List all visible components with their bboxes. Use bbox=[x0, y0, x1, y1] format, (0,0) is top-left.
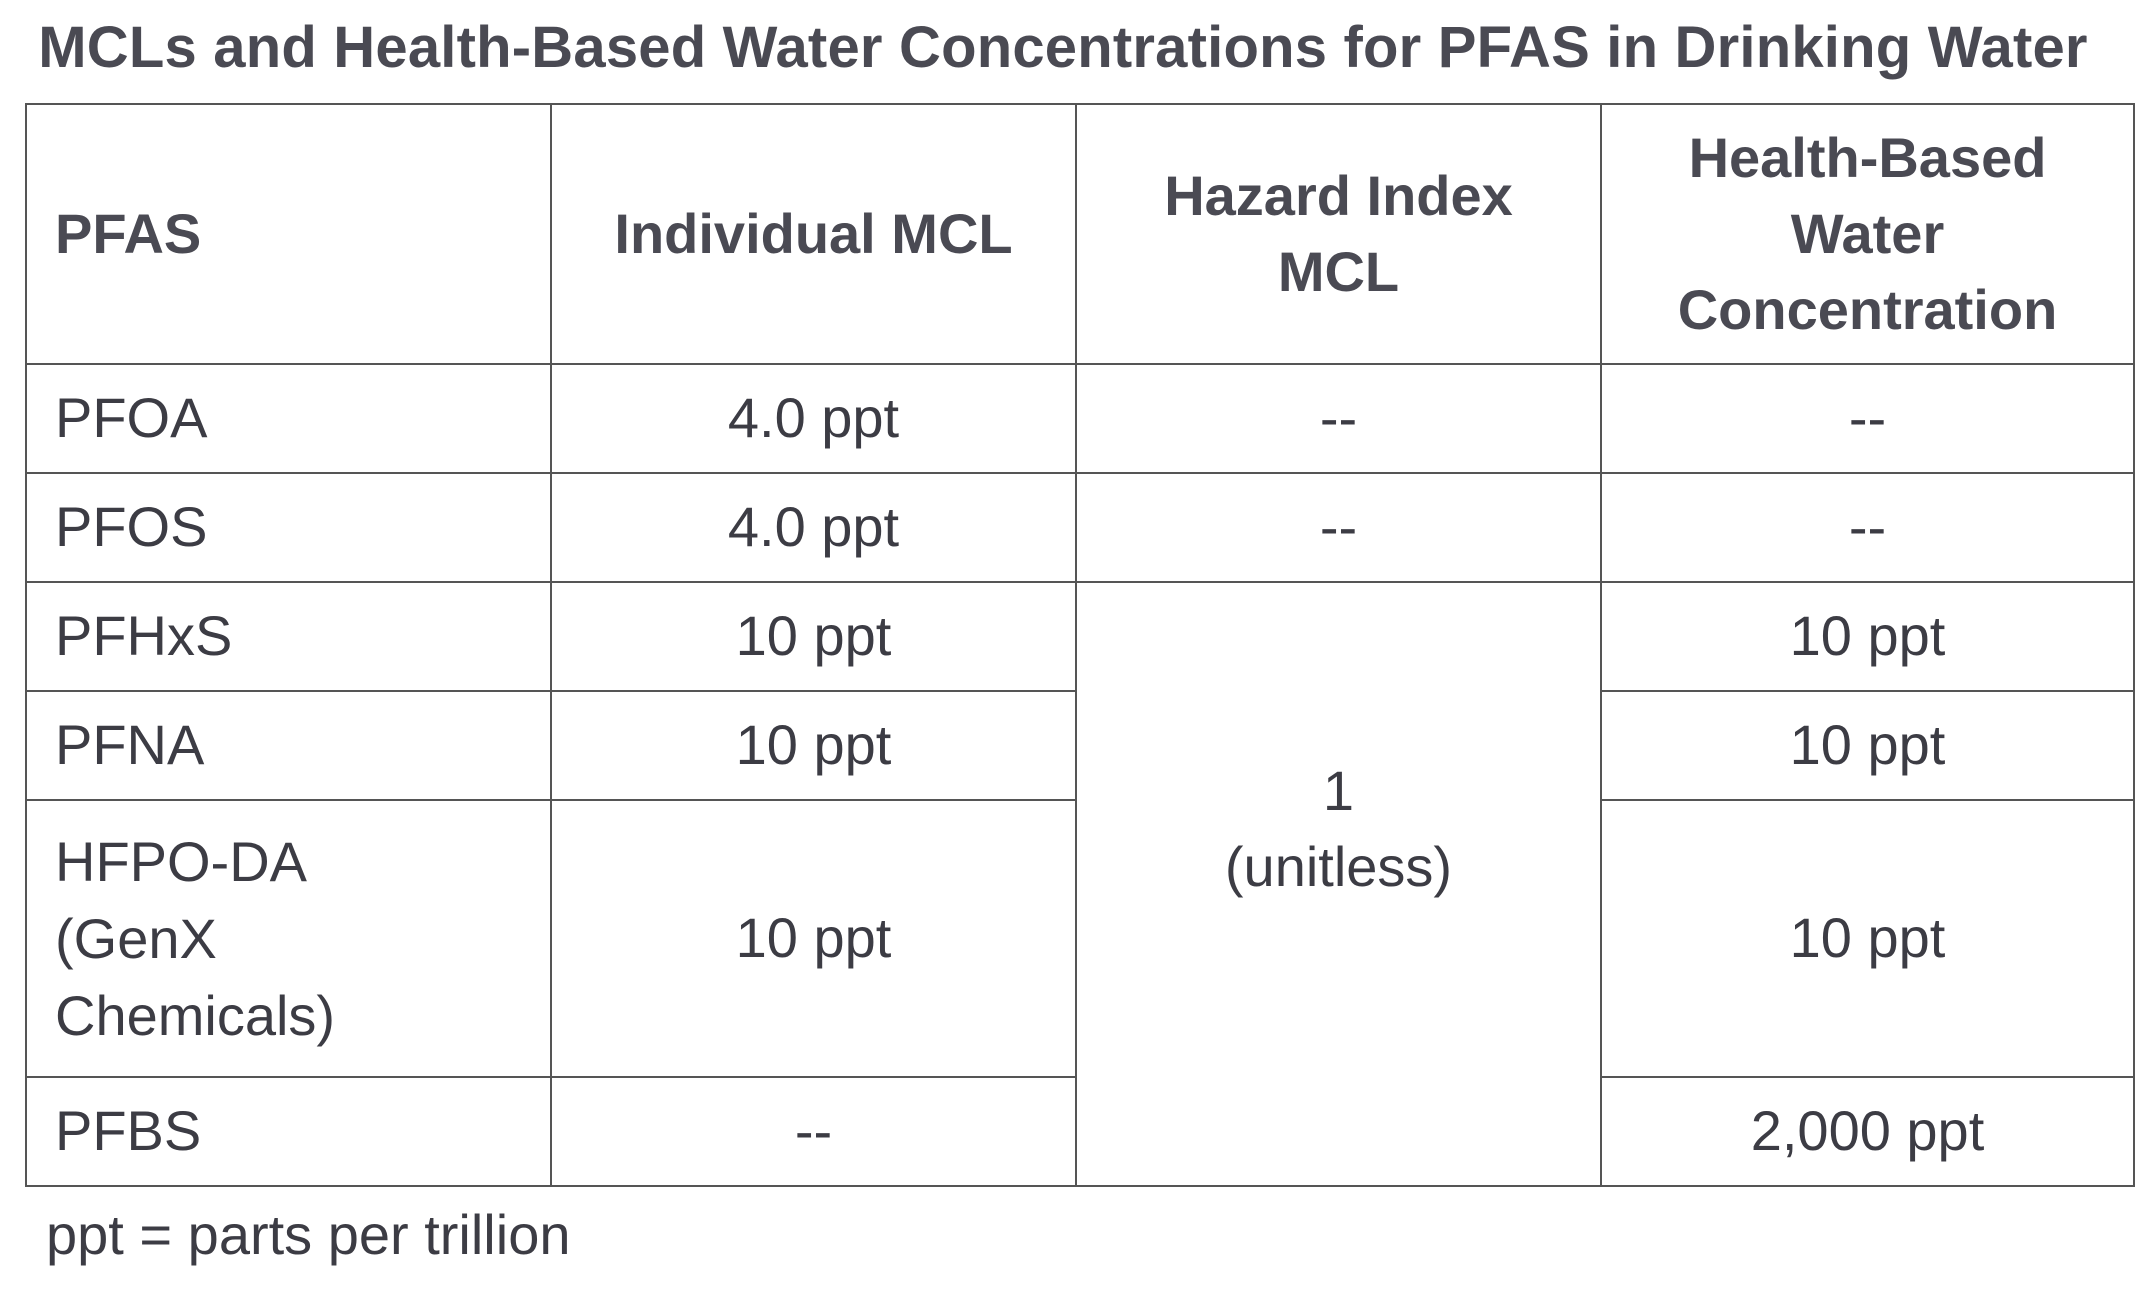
cell-pfas-name: PFOS bbox=[25, 472, 552, 583]
table-title: MCLs and Health-Based Water Concentratio… bbox=[38, 15, 2088, 80]
table-row-pfos: PFOS 4.0 ppt -- -- bbox=[25, 472, 2135, 583]
cell-hazard-index: -- bbox=[1075, 363, 1602, 474]
cell-health-based: -- bbox=[1600, 363, 2135, 474]
cell-individual-mcl: 10 ppt bbox=[550, 799, 1077, 1078]
header-hazard-index-mcl: Hazard Index MCL bbox=[1075, 103, 1602, 365]
cell-hazard-index: -- bbox=[1075, 472, 1602, 583]
table-row-pfna: PFNA 10 ppt 10 ppt bbox=[25, 690, 2135, 801]
cell-health-based: 10 ppt bbox=[1600, 581, 2135, 692]
cell-individual-mcl: 4.0 ppt bbox=[550, 472, 1077, 583]
table-row-hfpo-da: HFPO-DA (GenX Chemicals) 10 ppt 10 ppt bbox=[25, 799, 2135, 1078]
cell-health-based: 2,000 ppt bbox=[1600, 1076, 2135, 1187]
table-header-row: PFAS Individual MCL Hazard Index MCL Hea… bbox=[25, 103, 2135, 365]
table-row-pfhxs: PFHxS 10 ppt 1 (unitless) 10 ppt bbox=[25, 581, 2135, 1187]
header-individual-mcl: Individual MCL bbox=[550, 103, 1077, 365]
cell-individual-mcl: 10 ppt bbox=[550, 581, 1077, 692]
cell-health-based: 10 ppt bbox=[1600, 799, 2135, 1078]
cell-health-based: 10 ppt bbox=[1600, 690, 2135, 801]
cell-pfas-name: PFBS bbox=[25, 1076, 552, 1187]
cell-health-based: -- bbox=[1600, 472, 2135, 583]
header-pfas: PFAS bbox=[25, 103, 552, 365]
table-row-pfoa: PFOA 4.0 ppt -- -- bbox=[25, 363, 2135, 474]
cell-pfas-name: PFOA bbox=[25, 363, 552, 474]
cell-individual-mcl: 4.0 ppt bbox=[550, 363, 1077, 474]
hazard-index-unit: (unitless) bbox=[1224, 835, 1453, 898]
pfas-mcl-table: PFAS Individual MCL Hazard Index MCL Hea… bbox=[25, 103, 2135, 1187]
cell-pfas-name: PFNA bbox=[25, 690, 552, 801]
cell-individual-mcl: -- bbox=[550, 1076, 1077, 1187]
footnote: ppt = parts per trillion bbox=[46, 1203, 571, 1266]
header-health-based-concentration: Health-Based Water Concentration bbox=[1600, 103, 2135, 365]
cell-hazard-index-group: 1 (unitless) bbox=[1075, 581, 1602, 1187]
table-row-pfbs: PFBS -- 2,000 ppt bbox=[25, 1076, 2135, 1187]
cell-pfas-name: HFPO-DA (GenX Chemicals) bbox=[25, 799, 552, 1078]
cell-pfas-name: PFHxS bbox=[25, 581, 552, 692]
hazard-index-value: 1 bbox=[1322, 758, 1355, 822]
cell-individual-mcl: 10 ppt bbox=[550, 690, 1077, 801]
